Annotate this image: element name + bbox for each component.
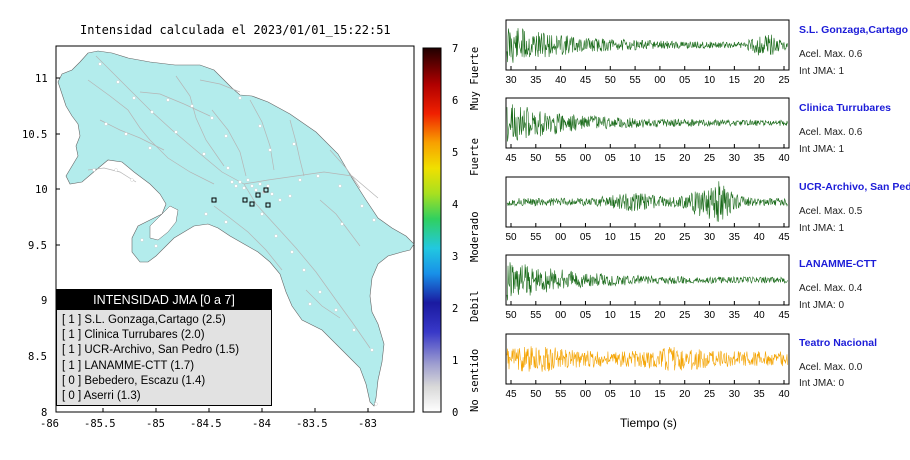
legend-row: [ 1 ] LANAMME-CTT (1.7) (62, 359, 195, 372)
station-acel-3: Acel. Max. 0.5 (799, 206, 863, 217)
station-jma-1: Int JMA: 1 (799, 66, 845, 77)
gulf-of-nicoya (149, 205, 179, 241)
station-marker (255, 192, 261, 198)
lat-tick-label: 8.5 (28, 351, 47, 363)
station-name-3: UCR-Archivo, San Pedro (799, 181, 910, 193)
station-name-2: Clinica Turrubares (799, 102, 891, 114)
legend-row: [ 1 ] S.L. Gonzaga,Cartago (2.5) (62, 314, 226, 326)
road-network (87, 55, 379, 349)
lat-tick-label: 10 (35, 184, 48, 196)
lon-tick-label: -86 (40, 418, 59, 430)
legend-row: [ 0 ] Bebedero, Escazu (1.4) (62, 374, 206, 387)
station-name-4: LANAMME-CTT (799, 258, 877, 270)
settlement-dots (92, 62, 378, 406)
lon-tick-label: -85.5 (84, 418, 116, 430)
station-jma-3: Int JMA: 1 (799, 223, 845, 234)
lon-tick-label: -84.5 (190, 418, 222, 430)
legend-title: INTENSIDAD JMA [0 a 7] (57, 290, 271, 310)
station-name-1: S.L. Gonzaga,Cartago (799, 24, 909, 36)
lat-tick-label: 8 (41, 407, 47, 419)
station-jma-2: Int JMA: 1 (799, 144, 845, 155)
legend-row: [ 1 ] Clinica Turrubares (2.0) (62, 329, 205, 342)
station-marker (249, 201, 255, 207)
station-marker (242, 197, 248, 203)
station-jma-5: Int JMA: 0 (799, 378, 845, 389)
costa-rica-landmass (57, 50, 415, 407)
station-marker (263, 187, 269, 193)
station-acel-4: Acel. Max. 0.4 (799, 283, 863, 294)
station-markers (211, 187, 271, 208)
station-marker (265, 202, 271, 208)
station-acel-2: Acel. Max. 0.6 (799, 127, 863, 138)
lon-tick-label: -83 (358, 418, 377, 430)
map-title: Intensidad calculada el 2023/01/01_15:22… (80, 23, 391, 37)
lat-tick-label: 11 (35, 73, 48, 85)
station-jma-4: Int JMA: 0 (799, 300, 845, 311)
time-axis-label: Tiempo (s) (620, 416, 677, 430)
lon-tick-label: -83.5 (296, 418, 328, 430)
station-acel-1: Acel. Max. 0.6 (799, 49, 863, 60)
station-acel-5: Acel. Max. 0.0 (799, 362, 863, 373)
lat-tick-label: 9.5 (28, 240, 47, 252)
lat-tick-label: 10.5 (22, 129, 47, 141)
legend-row: [ 0 ] Aserri (1.3) (62, 390, 141, 403)
lon-tick-label: -85 (146, 418, 165, 430)
lat-tick-label: 9 (41, 295, 47, 307)
lon-tick-label: -84 (252, 418, 271, 430)
station-name-5: Teatro Nacional (799, 337, 877, 349)
intensity-legend: INTENSIDAD JMA [0 a 7] [ 1 ] S.L. Gonzag… (56, 289, 272, 406)
map-axis-ticks (56, 77, 369, 412)
station-marker (211, 197, 217, 203)
legend-row: [ 1 ] UCR-Archivo, San Pedro (1.5) (62, 344, 240, 357)
